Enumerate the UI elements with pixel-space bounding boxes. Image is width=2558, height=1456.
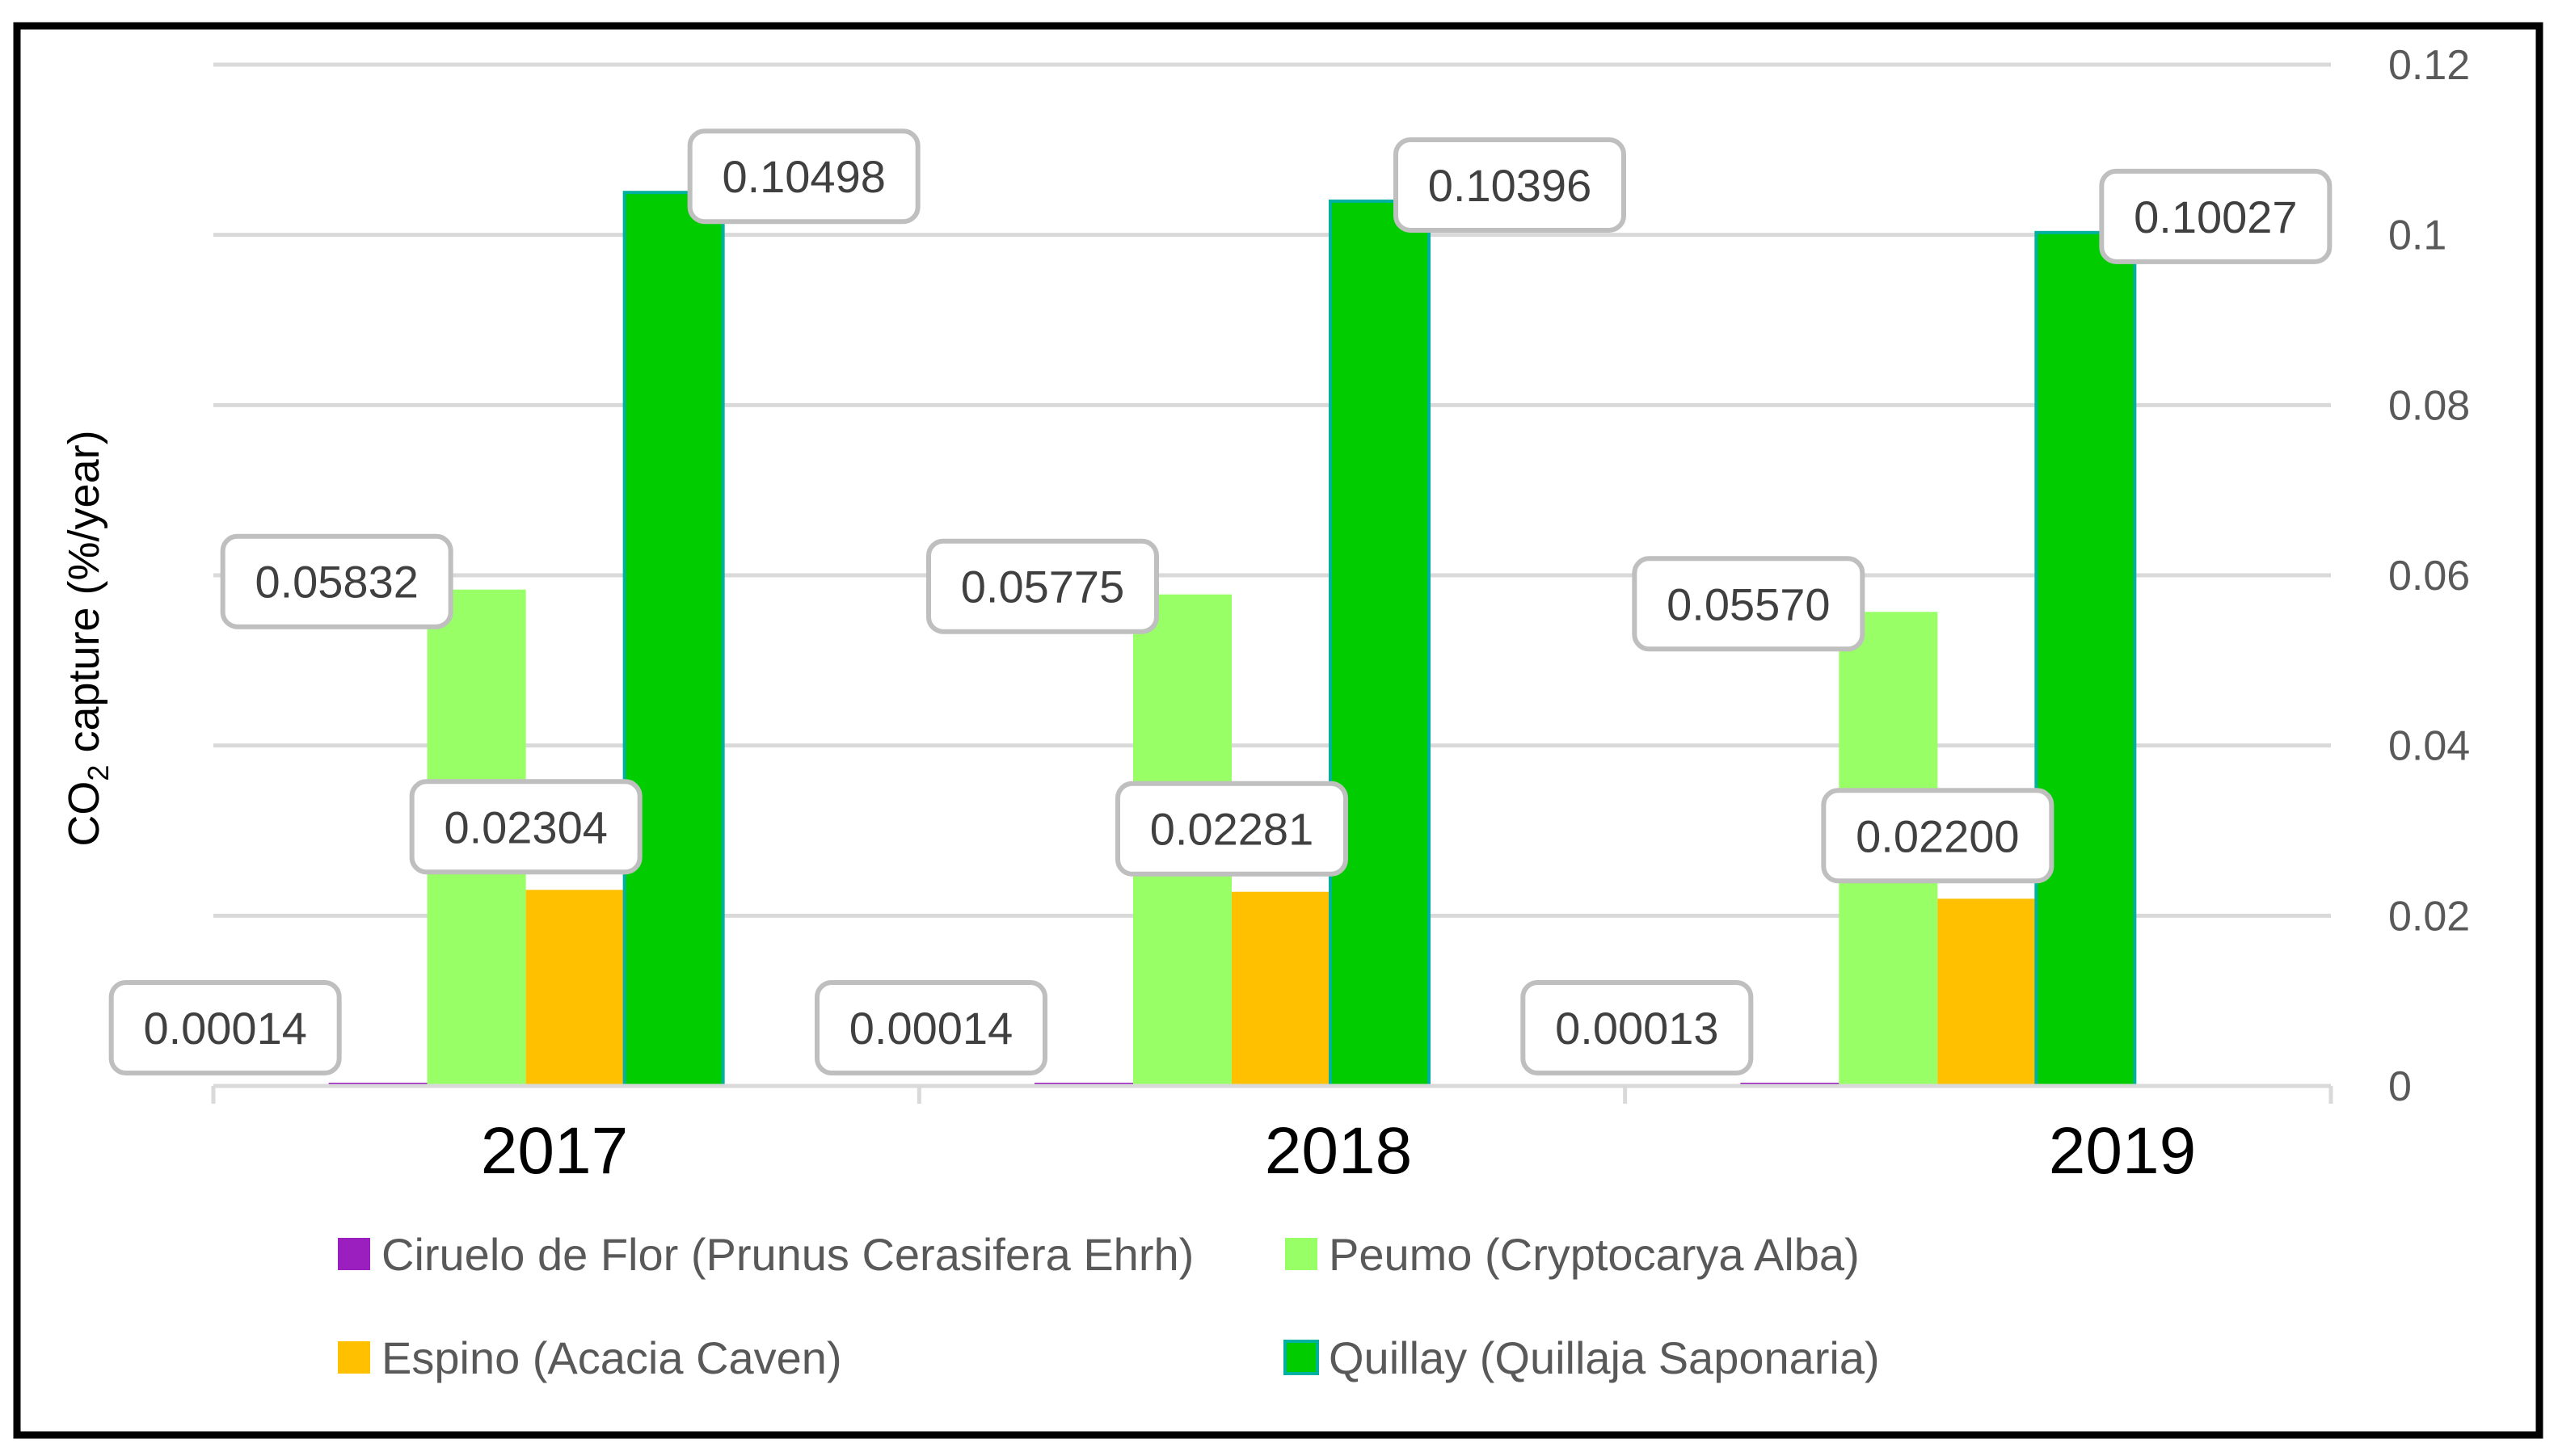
data-label-text: 0.10498 [722,151,885,202]
data-label-text: 0.00013 [1555,1003,1718,1054]
bar [622,191,725,1088]
data-label: 0.02200 [1821,788,2054,884]
legend-swatch [1285,1238,1317,1270]
y-tick-label: 0.12 [2388,42,2470,89]
data-label-box [1632,556,1865,652]
bar [525,890,625,1086]
x-axis [211,1084,2333,1104]
legend: Ciruelo de Flor (Prunus Cerasifera Ehrh)… [338,1229,1880,1383]
data-label-text: 0.00014 [143,1003,306,1054]
legend-label: Espino (Acacia Caven) [381,1332,842,1383]
data-label-text: 0.02304 [444,802,607,852]
y-tick-label: 0.1 [2388,213,2446,259]
data-label: 0.00013 [1520,980,1754,1075]
legend-item: Peumo (Cryptocarya Alba) [1285,1229,1860,1280]
legend-item: Ciruelo de Flor (Prunus Cerasifera Ehrh) [338,1229,1194,1280]
x-tick-label: 2017 [481,1114,628,1188]
x-tick-label: 2018 [1265,1114,1412,1188]
data-label: 0.05570 [1632,556,1865,652]
y-tick-label: 0 [2388,1063,2412,1110]
data-label-box [108,980,342,1075]
bar [1232,891,1330,1086]
legend-item: Quillay (Quillaja Saponaria) [1283,1332,1880,1383]
bar [1937,898,2037,1086]
data-label-box [409,779,643,875]
legend-item: Espino (Acacia Caven) [338,1332,842,1383]
legend-swatch [338,1341,370,1374]
legend-label: Ciruelo de Flor (Prunus Cerasifera Ehrh) [381,1229,1194,1280]
legend-swatch [1283,1340,1319,1375]
bar [1329,199,1431,1088]
data-label-text: 0.02281 [1150,804,1313,855]
data-label: 0.00014 [108,980,342,1075]
data-label: 0.10396 [1393,137,1626,233]
data-labels: 0.00014 0.05832 0.02304 0.10498 0.00014 0.057… [108,128,2333,1075]
data-label-box [926,538,1159,634]
y-axis-label-subscript: 2 [82,765,115,781]
bar [2034,230,2137,1088]
data-label-text: 0.05570 [1667,579,1830,629]
data-label-text: 0.00014 [849,1003,1013,1054]
y-axis-label: CO2 capture (%/year) [60,430,115,846]
data-label-box [1821,788,2054,884]
data-label-text: 0.05775 [961,562,1124,612]
legend-label: Quillay (Quillaja Saponaria) [1329,1332,1880,1383]
y-tick-label: 0.06 [2388,553,2470,600]
x-axis-ticks: 2017 2018 2019 [481,1114,2196,1188]
y-axis-label-rest: capture (%/year) [60,430,108,764]
data-label-box [2099,168,2333,264]
data-label: 0.00014 [815,980,1047,1075]
data-label: 0.02304 [409,779,643,875]
data-label-text: 0.10027 [2134,191,2297,242]
data-label-text: 0.05832 [255,557,418,608]
data-label: 0.05832 [220,533,453,629]
data-label: 0.02281 [1115,781,1348,877]
chart-frame [13,22,2543,1439]
x-tick-label: 2019 [2049,1114,2196,1188]
data-label-text: 0.10396 [1428,160,1591,211]
data-label-box [815,980,1047,1075]
data-label: 0.10498 [687,128,921,225]
y-axis-label-main: CO [60,781,108,847]
data-label-box [220,533,453,629]
data-label-box [1393,137,1626,233]
data-label: 0.10027 [2099,168,2333,264]
data-label-box [1520,980,1754,1075]
data-label-box [1115,781,1348,877]
data-label-box [687,128,921,225]
y-tick-label: 0.04 [2388,723,2470,770]
legend-swatch [338,1238,370,1270]
legend-label: Peumo (Cryptocarya Alba) [1329,1229,1860,1280]
data-label-text: 0.02200 [1856,810,2019,861]
data-label: 0.05775 [926,538,1159,634]
y-axis-ticks: 0 0.02 0.04 0.06 0.08 0.1 0.12 [2388,42,2470,1110]
y-tick-label: 0.08 [2388,382,2470,429]
y-tick-label: 0.02 [2388,893,2470,940]
